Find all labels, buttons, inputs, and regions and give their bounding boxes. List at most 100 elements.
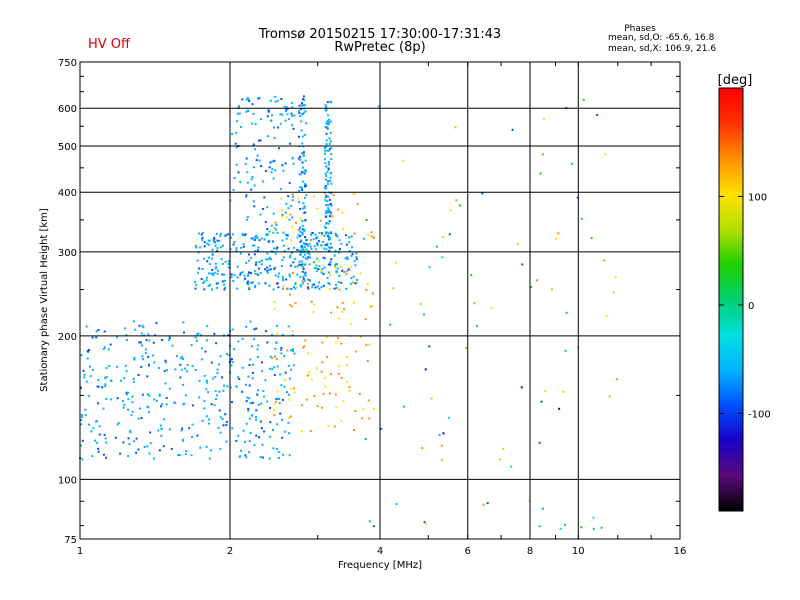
echo-point — [286, 349, 289, 352]
echo-point — [330, 258, 333, 261]
echo-point — [530, 286, 533, 288]
echo-point — [217, 269, 219, 272]
echo-point — [251, 237, 254, 240]
echo-point — [216, 368, 219, 371]
echo-point — [291, 272, 294, 274]
echo-point — [389, 323, 392, 326]
y-tick-label: 400 — [58, 188, 77, 199]
echo-point — [164, 359, 167, 362]
x-tick-label: 10 — [572, 546, 585, 557]
echo-point — [205, 445, 208, 448]
y-tick-label: 750 — [58, 58, 77, 69]
echo-point — [235, 146, 238, 149]
echo-point — [441, 459, 443, 462]
echo-point — [338, 239, 341, 242]
echo-point — [349, 282, 352, 285]
echo-point — [129, 431, 132, 434]
echo-point — [263, 430, 266, 433]
echo-point — [318, 287, 321, 290]
echo-point — [304, 159, 307, 162]
echo-point — [297, 229, 300, 232]
echo-point — [211, 272, 214, 275]
echo-point — [255, 261, 258, 264]
echo-point — [246, 396, 249, 399]
echo-point — [195, 283, 198, 286]
echo-point — [86, 357, 89, 360]
echo-point — [302, 172, 305, 174]
echo-point — [298, 228, 301, 231]
echo-point — [98, 385, 101, 388]
echo-point — [307, 352, 310, 355]
echo-point — [330, 311, 333, 314]
echo-point — [307, 287, 310, 290]
echo-point — [345, 356, 348, 358]
echo-point — [109, 343, 112, 346]
echo-point — [281, 215, 284, 218]
echo-point — [425, 523, 427, 525]
echo-point — [316, 257, 319, 260]
hv-status: HV Off — [88, 37, 130, 52]
echo-point — [252, 166, 255, 169]
echo-point — [180, 368, 183, 371]
echo-point — [353, 232, 356, 235]
echo-point — [283, 378, 286, 381]
echo-point — [267, 109, 270, 112]
echo-point — [284, 162, 287, 165]
echo-point — [538, 441, 541, 444]
echo-point — [299, 217, 302, 220]
echo-point — [230, 358, 233, 360]
echo-point — [184, 453, 187, 456]
echo-point — [254, 235, 257, 238]
echo-point — [268, 264, 271, 267]
echo-point — [334, 393, 337, 396]
echo-point — [251, 176, 254, 178]
echo-point — [328, 198, 331, 201]
echo-point — [254, 273, 257, 275]
echo-point — [245, 422, 248, 425]
echo-point — [182, 383, 184, 386]
echo-point — [325, 248, 328, 251]
echo-point — [323, 191, 326, 194]
echo-point — [557, 232, 560, 235]
echo-point — [296, 286, 299, 289]
echo-point — [266, 233, 269, 236]
echo-point — [442, 236, 445, 239]
echo-point — [200, 347, 203, 350]
echo-point — [327, 204, 329, 207]
echo-point — [127, 398, 130, 401]
echo-point — [314, 286, 317, 289]
echo-point — [83, 373, 86, 376]
echo-point — [194, 244, 197, 247]
echo-point — [88, 349, 91, 351]
echo-point — [149, 442, 152, 445]
echo-point — [289, 254, 292, 257]
echo-point — [116, 397, 119, 400]
echo-point — [285, 237, 288, 240]
echo-point — [252, 338, 255, 341]
echo-point — [208, 457, 211, 460]
echo-point — [287, 195, 290, 198]
colorbar-tick-label: 100 — [748, 192, 767, 203]
x-tick-label: 6 — [465, 546, 471, 557]
echo-point — [316, 242, 319, 245]
echo-point — [88, 395, 91, 398]
echo-point — [128, 443, 131, 446]
echo-point — [282, 284, 285, 287]
echo-point — [142, 358, 145, 361]
echo-point — [247, 407, 250, 410]
echo-point — [124, 364, 127, 367]
echo-point — [232, 243, 235, 246]
echo-point — [312, 311, 315, 314]
echo-point — [251, 377, 254, 380]
echo-point — [481, 192, 484, 195]
echo-point — [182, 358, 184, 361]
echo-point — [269, 421, 272, 424]
echo-point — [305, 122, 308, 125]
echo-point — [302, 255, 305, 258]
echo-point — [148, 452, 151, 455]
echo-point — [85, 325, 88, 328]
echo-point — [138, 341, 141, 344]
echo-point — [245, 157, 248, 160]
echo-point — [213, 271, 216, 274]
echo-point — [365, 343, 368, 346]
